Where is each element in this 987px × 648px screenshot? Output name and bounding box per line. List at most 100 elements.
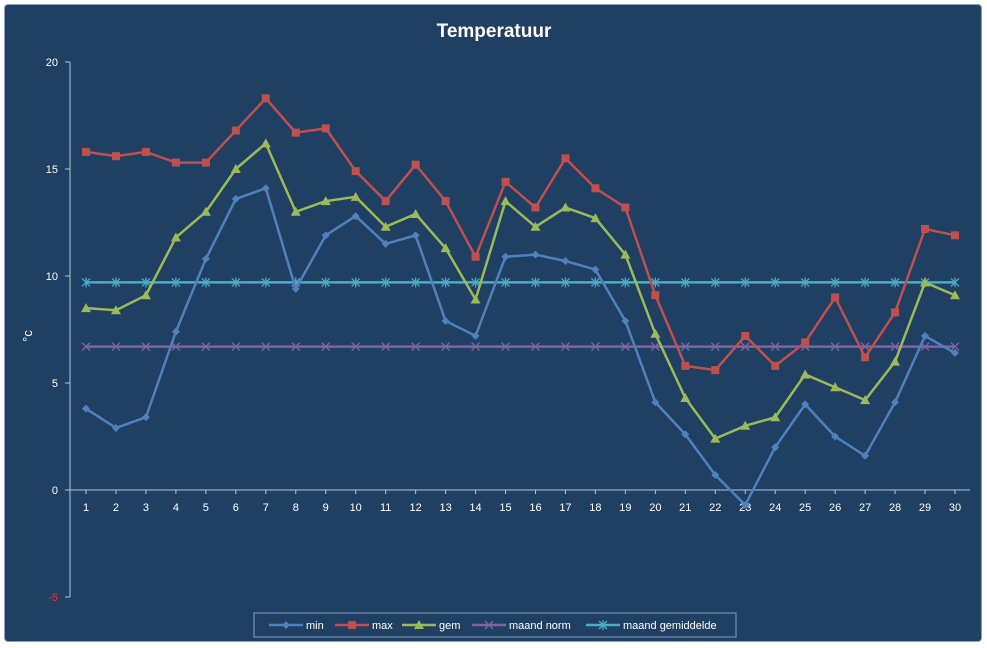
- data-point: [560, 202, 571, 212]
- marker-stroke: [740, 342, 750, 352]
- data-point: [111, 277, 121, 288]
- x-tick-label: 19: [619, 502, 631, 514]
- data-point: [171, 342, 181, 352]
- x-tick-label: 16: [529, 502, 541, 514]
- data-point: [531, 342, 540, 352]
- data-point: [82, 404, 90, 413]
- data-point: [414, 620, 424, 629]
- data-point: [860, 277, 870, 288]
- data-point: [321, 277, 331, 288]
- y-tick-label: 20: [46, 57, 58, 69]
- data-point: [740, 277, 750, 288]
- marker-stroke: [411, 342, 421, 352]
- marker-stroke: [680, 342, 690, 352]
- data-point: [921, 331, 930, 340]
- data-point: [651, 398, 660, 407]
- series-line: [85, 97, 956, 372]
- legend-label: gem: [439, 620, 460, 632]
- data-point: [290, 206, 301, 216]
- marker-stroke: [81, 342, 91, 352]
- legend-label: min: [306, 620, 324, 632]
- data-point: [831, 293, 840, 302]
- data-point: [321, 231, 330, 240]
- data-point: [800, 369, 811, 379]
- data-point: [411, 277, 421, 288]
- data-point: [598, 620, 608, 630]
- data-point: [171, 277, 181, 288]
- marker-stroke: [381, 342, 391, 352]
- data-point: [351, 167, 360, 176]
- data-point: [950, 290, 960, 300]
- data-point: [591, 184, 600, 193]
- data-point: [380, 221, 391, 231]
- data-point: [771, 361, 780, 370]
- legend-label: maand norm: [509, 620, 571, 632]
- data-point: [261, 342, 271, 352]
- legend-entry: max: [335, 620, 393, 632]
- data-point: [111, 423, 120, 432]
- data-point: [801, 400, 810, 409]
- data-point: [590, 213, 601, 223]
- data-point: [471, 342, 481, 352]
- data-point: [711, 471, 720, 480]
- marker-stroke: [830, 342, 840, 352]
- data-point: [890, 342, 900, 352]
- data-point: [620, 277, 630, 288]
- x-tick-label: 20: [649, 502, 661, 514]
- data-point: [560, 342, 570, 352]
- y-tick-label: 10: [46, 271, 58, 283]
- data-point: [381, 197, 390, 206]
- marker-stroke: [111, 342, 121, 352]
- x-tick-label: 1: [83, 502, 89, 514]
- series-gem: [81, 138, 960, 443]
- x-tick-label: 13: [439, 502, 451, 514]
- marker-stroke: [261, 342, 271, 352]
- data-point: [381, 277, 391, 288]
- legend-entry: maand norm: [472, 620, 571, 632]
- data-point: [231, 277, 241, 288]
- data-point: [261, 184, 270, 193]
- data-point: [621, 316, 630, 325]
- data-point: [590, 277, 600, 288]
- data-point: [291, 284, 300, 293]
- data-point: [110, 305, 121, 315]
- data-point: [111, 152, 120, 161]
- data-point: [351, 212, 360, 221]
- data-point: [261, 277, 271, 288]
- y-tick-label: -5: [48, 592, 58, 604]
- data-point: [531, 203, 540, 212]
- data-point: [140, 290, 151, 300]
- data-point: [484, 620, 494, 630]
- data-point: [771, 443, 780, 452]
- data-point: [680, 392, 691, 402]
- data-point: [891, 398, 900, 407]
- data-point: [282, 621, 290, 629]
- x-tick-label: 15: [499, 502, 511, 514]
- data-point: [830, 382, 841, 392]
- data-point: [230, 164, 241, 173]
- data-point: [201, 254, 210, 263]
- data-point: [260, 138, 271, 148]
- data-point: [650, 342, 660, 352]
- data-point: [951, 349, 959, 358]
- data-point: [500, 196, 511, 206]
- data-point: [141, 413, 150, 422]
- marker-stroke: [560, 342, 570, 352]
- data-point: [231, 342, 241, 352]
- data-point: [561, 154, 570, 163]
- y-tick-label: 0: [52, 485, 58, 497]
- x-tick-label: 18: [589, 502, 601, 514]
- marker-stroke: [620, 342, 630, 352]
- data-point: [741, 331, 750, 340]
- data-point: [171, 158, 180, 167]
- legend-entry: min: [269, 620, 324, 632]
- data-point: [710, 277, 720, 288]
- data-point: [261, 94, 270, 103]
- legend: min max gem maand norm maand gemiddelde: [253, 612, 737, 638]
- data-point: [231, 126, 240, 135]
- series-maand-norm: [81, 342, 960, 352]
- marker-stroke: [291, 342, 301, 352]
- series-layer: [81, 94, 960, 509]
- data-point: [201, 158, 210, 167]
